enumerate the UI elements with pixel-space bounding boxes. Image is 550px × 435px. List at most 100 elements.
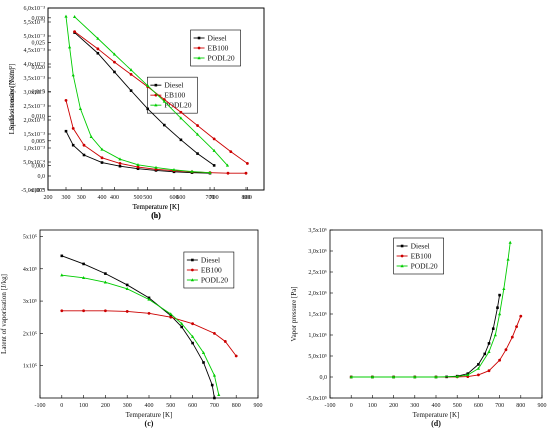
legend-label: Diesel (411, 242, 430, 251)
y-tick-label: 3,0x10⁻³ (24, 90, 46, 96)
y-axis-label: Surface tension [N/m] (8, 68, 16, 130)
legend-marker (400, 244, 404, 248)
chart-panel-d: -100 0 100 200 300 400 500 600 700 800 900 -5,0x10⁵… (290, 228, 547, 428)
data-point (162, 99, 166, 103)
x-tick-label: 600 (474, 403, 483, 409)
data-point (504, 348, 508, 352)
data-point (476, 366, 480, 370)
legend-marker (400, 254, 404, 258)
data-point (64, 14, 68, 18)
y-tick-label: -5,0x10⁻⁴ (21, 188, 45, 194)
data-point (487, 342, 491, 345)
data-point (506, 257, 510, 261)
data-point (195, 132, 200, 136)
data-point (510, 335, 514, 339)
data-point (245, 162, 249, 165)
x-axis-label: Temperature [K] (413, 411, 460, 419)
data-point (434, 375, 438, 379)
x-tick-label: 600 (188, 403, 197, 409)
chart-panel-c: -100 0 100 200 300 400 500 600 700 800 900 1x10⁵ 2x1… (0, 229, 263, 428)
x-tick-label: 800 (243, 195, 252, 201)
data-point (234, 354, 238, 358)
x-tick-label: 500 (453, 403, 462, 409)
y-tick-label: 0,010 (32, 114, 46, 120)
x-tick-label: 200 (389, 403, 398, 409)
data-point (202, 361, 205, 364)
series-line-eb100 (61, 310, 237, 357)
series-line-eb100 (65, 100, 246, 174)
data-point (223, 340, 227, 343)
y-tick-label: 4x10⁵ (23, 267, 37, 273)
y-tick-label: 1,5x10⁶ (308, 312, 327, 318)
panel-letter: (b) (151, 211, 161, 220)
y-tick-label: 2,5x10⁶ (308, 270, 327, 276)
data-point (104, 309, 107, 313)
x-tick-label: 100 (79, 403, 88, 409)
series-line-podl20 (65, 16, 211, 174)
data-point (213, 331, 216, 335)
x-tick-label: 100 (368, 403, 377, 409)
data-point (82, 153, 86, 157)
x-tick-label: 700 (206, 195, 215, 201)
data-point (73, 30, 76, 34)
data-point (113, 70, 116, 74)
data-point (113, 60, 116, 64)
data-point (191, 334, 195, 338)
y-tick-label: 1,0x10⁻³ (24, 146, 46, 152)
legend-label: Diesel (164, 81, 183, 90)
legend-marker (190, 268, 194, 272)
x-tick-label: 200 (101, 403, 110, 409)
y-tick-label: 0,005 (32, 139, 46, 145)
x-tick-label: 700 (210, 195, 219, 201)
data-point (498, 358, 501, 362)
legend-marker (197, 36, 201, 40)
x-tick-label: 800 (516, 403, 525, 409)
panel-letter: (d) (431, 419, 441, 428)
legend-marker (190, 278, 194, 282)
y-tick-label: 0,000 (32, 163, 46, 169)
series-line-podl20 (74, 16, 228, 166)
data-point (169, 312, 173, 316)
data-point (96, 47, 100, 51)
data-point (229, 150, 233, 154)
data-point (180, 321, 184, 325)
x-axis-label: Temperature [K] (133, 203, 180, 211)
data-point (208, 170, 212, 174)
y-tick-label: -0,005 (30, 188, 46, 194)
x-tick-label: 400 (110, 195, 119, 201)
plot-frame (47, 7, 265, 191)
data-point (60, 309, 64, 313)
data-point (163, 123, 166, 127)
panel-letter: (a) (151, 211, 161, 220)
data-point (82, 143, 86, 147)
data-point (493, 333, 497, 337)
data-point (212, 373, 216, 377)
y-tick-label: 4,5x10⁻³ (24, 48, 46, 54)
x-axis-label: Temperature [K] (126, 411, 173, 419)
data-point (508, 240, 512, 244)
x-tick-label: 900 (538, 403, 547, 409)
x-tick-label: 500 (143, 195, 152, 201)
series-line-diesel (65, 130, 211, 174)
data-point (129, 73, 133, 76)
data-point (68, 45, 72, 49)
chart-panel-a: 300 400 500 600 700 800 -5,0x10⁻⁴ 0,0 5,0x10⁻⁴ 1,… (8, 6, 265, 220)
data-point (96, 36, 100, 40)
x-tick-label: 900 (254, 403, 263, 409)
data-point (136, 165, 140, 169)
data-point (147, 297, 151, 301)
series-line-podl20 (351, 242, 511, 378)
data-point (225, 163, 230, 167)
data-point (118, 164, 122, 168)
data-point (179, 110, 183, 114)
data-point (466, 373, 470, 377)
data-point (515, 325, 518, 328)
y-tick-label: 5,0x10⁻⁴ (23, 160, 45, 166)
x-tick-label: 300 (410, 403, 419, 409)
legend-label: PODL20 (201, 276, 228, 285)
y-tick-label: 2x10⁵ (23, 331, 37, 337)
data-point (477, 363, 480, 366)
legend-marker (400, 264, 404, 268)
data-point (125, 310, 129, 313)
data-point (71, 126, 75, 130)
